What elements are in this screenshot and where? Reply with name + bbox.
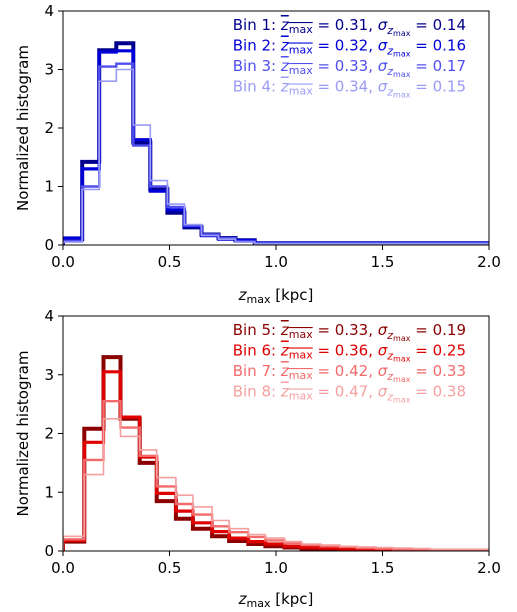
x-tick-label: 1.5	[371, 559, 395, 577]
y-tick-label: 1	[44, 483, 54, 501]
y-tick-label: 2	[44, 119, 54, 137]
y-axis-label: Normalized histogram	[14, 351, 32, 517]
x-tick-label: 2.0	[477, 253, 501, 271]
y-tick-label: 0	[44, 236, 54, 254]
histogram-bin-7	[63, 400, 489, 551]
x-tick-label: 0.0	[51, 253, 75, 271]
y-tick-label: 2	[44, 425, 54, 443]
legend-entry-bin-2: Bin 2: zmax = 0.32, σzmax = 0.16	[233, 37, 466, 59]
legend-entry-bin-8: Bin 8: zmax = 0.47, σzmax = 0.38	[233, 383, 466, 405]
bottom-histogram-panel: 0.0 0.5 1.0 1.5 2.0 0 1 2 3 4 zmax [kpc] Normalized…	[14, 307, 501, 610]
y-axis-label: Normalized histogram	[14, 45, 32, 211]
x-tick-label: 0.5	[158, 253, 182, 271]
x-tick-label: 0.0	[51, 559, 75, 577]
legend-entry-bin-3: Bin 3: zmax = 0.33, σzmax = 0.17	[233, 57, 466, 79]
y-tick-label: 1	[44, 178, 54, 196]
x-tick-label: 1.0	[264, 559, 288, 577]
x-axis-label: zmax [kpc]	[238, 286, 314, 306]
x-tick-label: 2.0	[477, 559, 501, 577]
y-tick-label: 3	[44, 366, 54, 384]
legend-entry-bin-1: Bin 1: zmax = 0.31, σzmax = 0.14	[233, 16, 466, 38]
y-tick-label: 0	[44, 542, 54, 560]
x-tick-label: 1.5	[371, 253, 395, 271]
y-tick-label: 4	[44, 307, 54, 325]
legend-entry-bin-4: Bin 4: zmax = 0.34, σzmax = 0.15	[233, 78, 466, 100]
histogram-bin-4	[63, 68, 489, 245]
legend-entry-bin-6: Bin 6: zmax = 0.36, σzmax = 0.25	[233, 342, 466, 364]
histogram-bin-8	[63, 418, 489, 551]
legend-entry-bin-5: Bin 5: zmax = 0.33, σzmax = 0.19	[233, 321, 466, 343]
y-tick-label: 4	[44, 2, 54, 20]
legend-entry-bin-7: Bin 7: zmax = 0.42, σzmax = 0.33	[233, 362, 466, 384]
top-histogram-panel: 0.0 0.5 1.0 1.5 2.0 0 1 2 3 4 zmax [kpc] Normalized…	[14, 2, 501, 306]
y-tick-label: 3	[44, 61, 54, 79]
x-tick-label: 1.0	[264, 253, 288, 271]
x-tick-label: 0.5	[158, 559, 182, 577]
x-axis-label: zmax [kpc]	[238, 590, 314, 610]
